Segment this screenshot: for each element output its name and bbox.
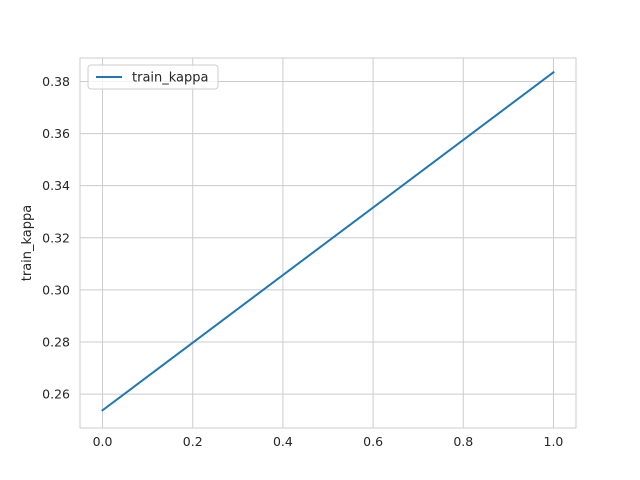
x-axis: 0.0 0.2 0.4 0.6 0.8 1.0 xyxy=(93,434,564,449)
y-axis-label: train_kappa xyxy=(20,205,35,282)
y-tick-label: 0.30 xyxy=(42,282,70,297)
legend: train_kappa xyxy=(87,64,219,90)
y-tick-label: 0.34 xyxy=(42,178,70,193)
x-tick-label: 0.2 xyxy=(183,434,203,449)
series-layer xyxy=(101,70,555,412)
y-axis: 0.26 0.28 0.30 0.32 0.34 0.36 0.38 xyxy=(42,74,70,402)
legend-label: train_kappa xyxy=(132,71,209,86)
y-tick-label: 0.36 xyxy=(42,126,70,141)
y-tick-label: 0.32 xyxy=(42,230,70,245)
y-tick-label: 0.28 xyxy=(42,335,70,350)
x-tick-label: 1.0 xyxy=(544,434,564,449)
series-line-train_kappa xyxy=(101,70,555,412)
plot-frame xyxy=(79,57,577,429)
y-tick-label: 0.38 xyxy=(42,74,70,89)
y-tick-label: 0.26 xyxy=(42,387,70,402)
legend-box xyxy=(87,64,219,90)
x-tick-label: 0.4 xyxy=(273,434,293,449)
x-tick-label: 0.6 xyxy=(363,434,383,449)
x-tick-label: 0.8 xyxy=(453,434,473,449)
x-tick-label: 0.0 xyxy=(93,434,113,449)
